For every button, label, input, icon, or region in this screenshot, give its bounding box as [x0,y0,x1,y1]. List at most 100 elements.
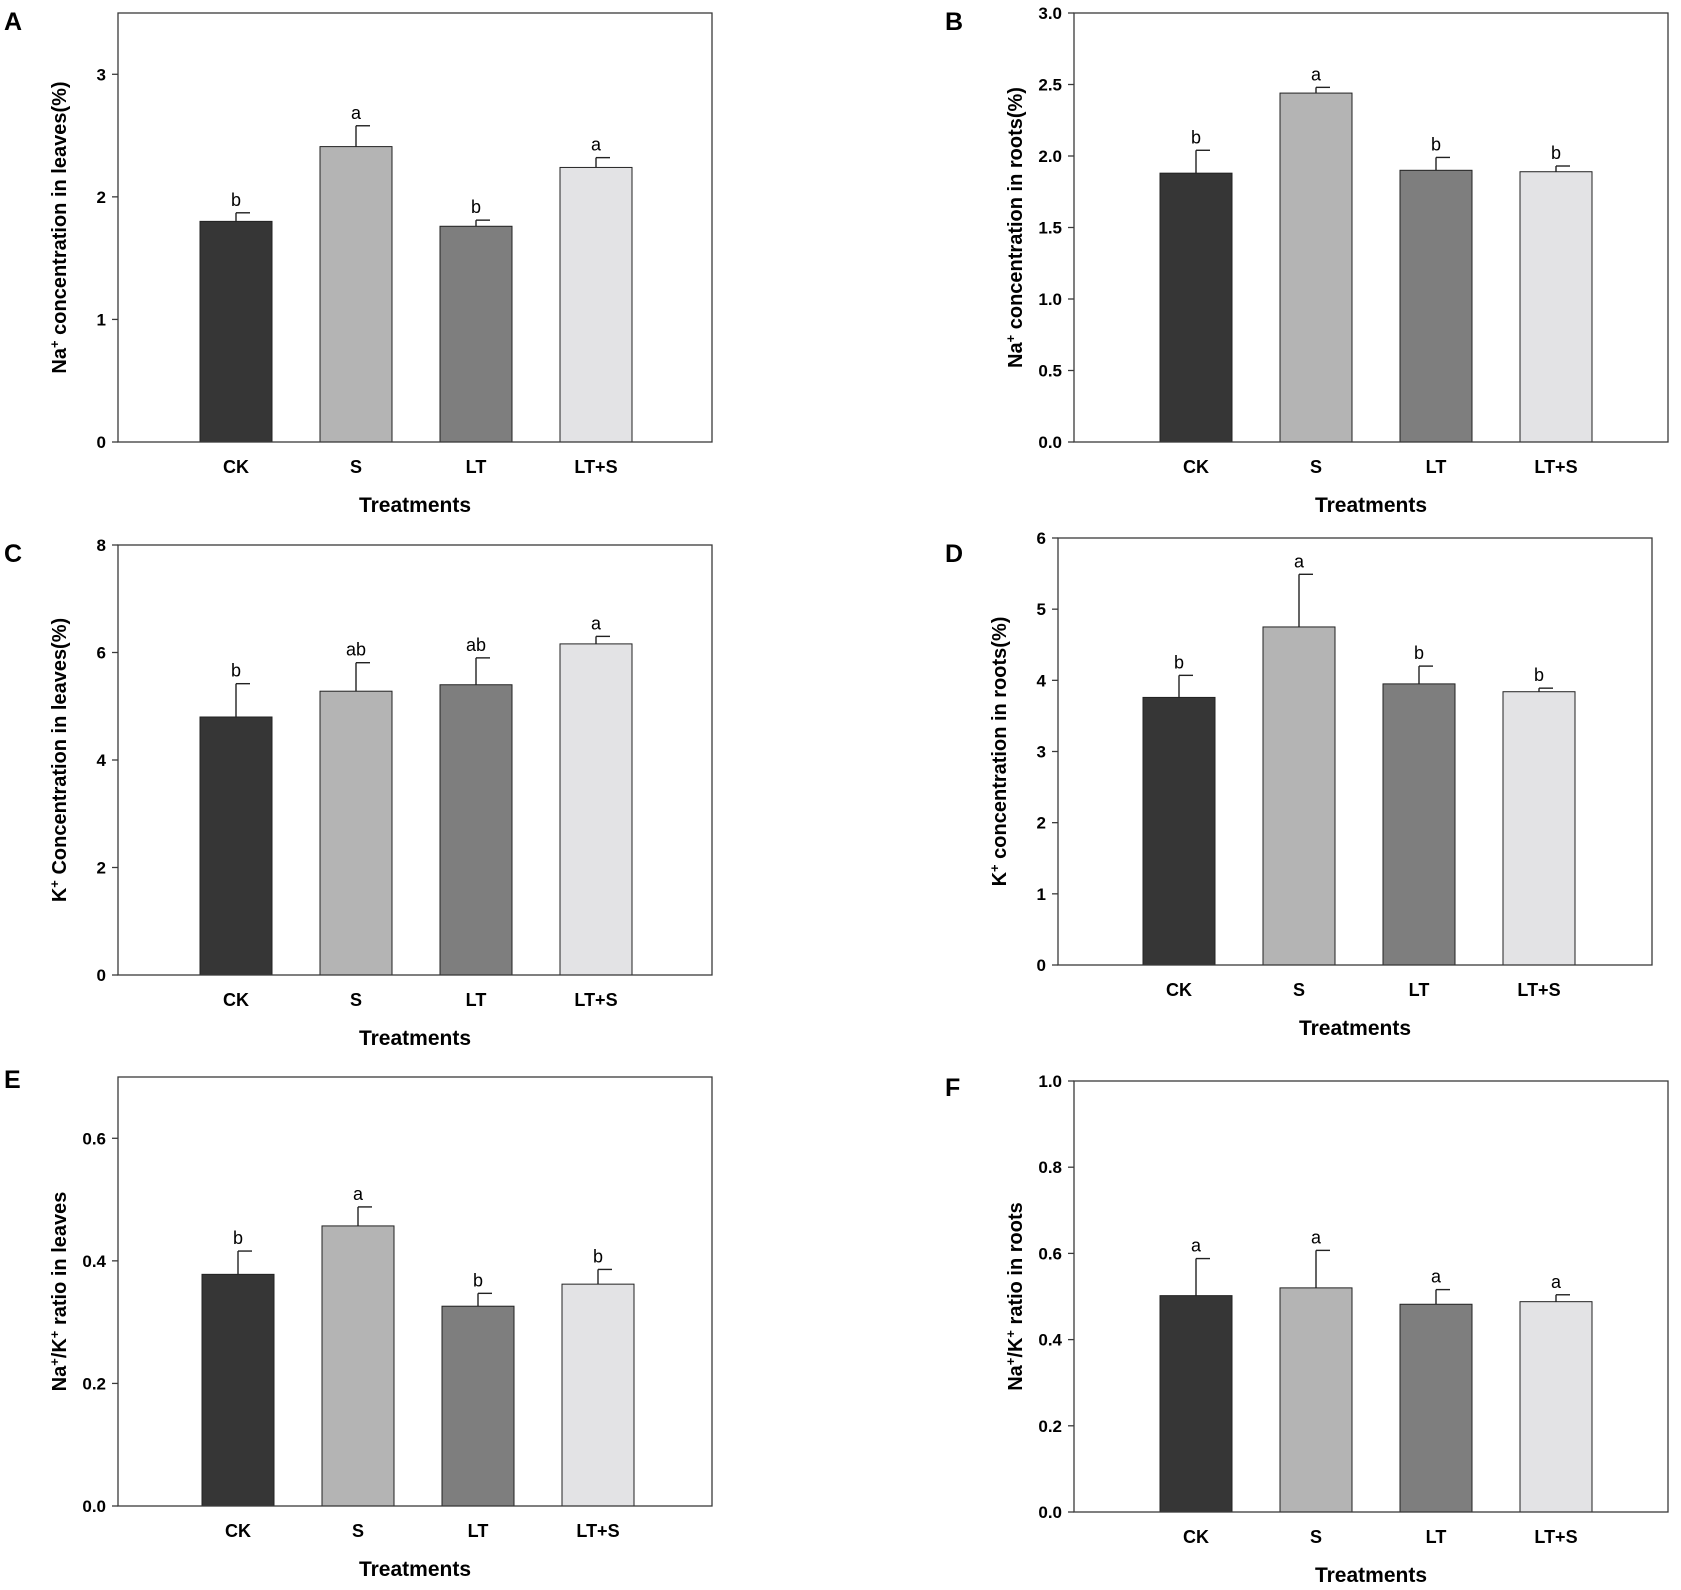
y-tick-label: 4 [1037,671,1047,690]
panel-letter: B [945,8,963,36]
category-label: CK [223,990,249,1010]
bar-ck [201,1273,275,1507]
panel-c: Cb CK ab Sab LT a LT+S 0 2 4 6 8 Treatments K+ Concen… [4,536,713,1050]
category-label: LT+S [574,457,617,477]
bar-lt-plus-s [1519,1301,1593,1513]
y-axis-title-part: + [1003,1357,1018,1365]
bar-s [321,1225,395,1507]
y-axis-title-part: concentration in leaves(%) [49,81,71,340]
y-tick-label: 0.4 [82,1252,106,1271]
significance-label: b [1551,143,1561,163]
y-tick-label: 3.0 [1038,4,1062,23]
plot-frame [117,1076,713,1507]
significance-label: a [1311,64,1322,84]
bar-lt [1399,1303,1473,1513]
bar-lt [1382,683,1456,966]
category-label: LT [466,457,487,477]
bar-s [1279,92,1353,443]
y-tick-label: 4 [97,751,107,770]
significance-label: a [1294,551,1305,571]
bar-lt [441,1305,515,1507]
y-tick-label: 0.0 [1038,433,1062,452]
y-axis-title-part: ratio in roots [1005,1202,1027,1330]
significance-label: a [591,613,602,633]
category-label: S [1293,980,1305,1000]
significance-label: b [1534,665,1544,685]
category-label: LT+S [576,1521,619,1541]
significance-label: b [471,197,481,217]
bar-ck [199,716,273,976]
y-axis-title-part: Na [49,1365,71,1391]
significance-label: a [1551,1272,1562,1292]
y-tick-label: 2 [97,188,106,207]
category-label: S [1310,1527,1322,1547]
significance-label: a [1431,1267,1442,1287]
panel-letter: C [4,540,22,568]
y-tick-label: 2 [97,859,106,878]
y-axis-title-part: + [47,340,62,348]
y-tick-label: 3 [97,65,106,84]
category-label: CK [223,457,249,477]
significance-label: b [1174,652,1184,672]
y-axis-title: K+ concentration in roots(%) [987,617,1012,887]
y-tick-label: 0.6 [82,1129,106,1148]
y-tick-label: 0 [1037,956,1046,975]
significance-label: b [231,190,241,210]
y-tick-label: 0.0 [1038,1503,1062,1522]
significance-label: b [593,1246,603,1266]
bar-lt [439,684,513,976]
y-axis-title-part: ratio in leaves [49,1192,71,1331]
y-axis-title-part: + [47,1330,62,1338]
y-tick-label: 0.2 [1038,1417,1062,1436]
y-tick-label: 1.5 [1038,219,1062,238]
y-axis-title: Na+ concentration in roots(%) [1003,87,1028,368]
category-label: LT [468,1521,489,1541]
significance-label: b [1191,127,1201,147]
plot-frame [1073,1080,1669,1513]
panel-f: Fa CK a Sa LT a LT+S 0.0 0.2 0.4 0.6 0.8 1.0 Treatmen… [945,1072,1669,1587]
bar-ck [1159,1295,1233,1513]
y-axis-title: K+ Concentration in leaves(%) [47,618,72,902]
panel-e: EbCKaSbLTbLT+S0.00.20.40.6TreatmentsNa+/… [4,1066,713,1581]
panel-letter: E [4,1066,21,1094]
y-axis-title-part: concentration in roots(%) [1005,87,1027,335]
category-label: LT [1426,457,1447,477]
y-tick-label: 3 [1037,743,1046,762]
y-tick-label: 6 [97,644,106,663]
bar-lt-plus-s [1519,171,1593,443]
significance-label: b [473,1270,483,1290]
significance-label: b [1431,134,1441,154]
category-label: LT+S [1534,1527,1577,1547]
bar-lt-plus-s [559,166,633,443]
plot-frame [117,12,713,443]
x-axis-title: Treatments [1299,1017,1411,1040]
bar-lt-plus-s [559,643,633,976]
bar-ck [199,220,273,443]
y-tick-label: 6 [1037,529,1046,548]
y-axis-title-part: K [989,871,1011,886]
category-label: S [1310,457,1322,477]
significance-label: ab [466,635,486,655]
significance-label: ab [346,640,366,660]
y-axis-title-part: + [1003,1330,1018,1338]
y-axis-title-part: /K [1005,1337,1027,1358]
category-label: S [350,990,362,1010]
y-axis-title-part: + [47,880,62,888]
y-tick-label: 0 [97,966,106,985]
y-axis-title-part: + [1003,334,1018,342]
x-axis-title: Treatments [359,494,471,517]
y-axis-title-part: Na [1005,1364,1027,1390]
category-label: LT+S [1517,980,1560,1000]
category-label: CK [1183,1527,1209,1547]
bar-lt [1399,169,1473,443]
category-label: LT [1426,1527,1447,1547]
y-axis-title-part: + [47,1358,62,1366]
bar-lt [439,225,513,443]
y-tick-label: 0.2 [82,1374,106,1393]
y-axis-title: Na+/K+ ratio in roots [1003,1202,1028,1391]
x-axis-title: Treatments [1315,1564,1427,1587]
y-tick-label: 8 [97,536,106,555]
y-tick-label: 0.0 [82,1497,106,1516]
y-tick-label: 2 [1037,814,1046,833]
